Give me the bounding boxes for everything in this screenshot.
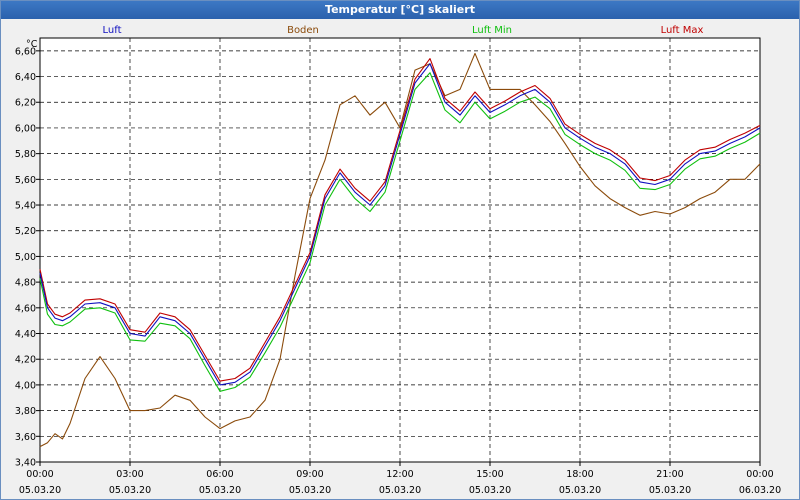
y-tick-label: 4,00 xyxy=(15,380,36,391)
y-tick-label: 3,60 xyxy=(15,432,36,443)
y-tick-label: 4,80 xyxy=(15,278,36,289)
x-tick-time-label: 00:00 xyxy=(746,469,773,480)
x-tick-date-label: 05.03.20 xyxy=(379,485,421,496)
x-tick-time-label: 18:00 xyxy=(566,469,593,480)
y-tick-label: 5,20 xyxy=(15,226,36,237)
y-tick-label: 4,40 xyxy=(15,329,36,340)
x-tick-date-label: 06.03.20 xyxy=(739,485,781,496)
y-tick-label: 5,00 xyxy=(15,252,36,263)
series-lines xyxy=(39,52,761,448)
legend-entry: Luft Max xyxy=(661,25,704,36)
y-tick-label: 5,40 xyxy=(15,201,36,212)
y-axis-unit: °C xyxy=(26,39,38,50)
legend: Luft Boden Luft Min Luft Max xyxy=(103,25,704,36)
series-line-luft-min xyxy=(39,72,761,392)
y-axis: 3,40 3,60 3,80 4,00 4,20 4,40 4,60 4,80 5,00 5,20… xyxy=(15,46,40,469)
x-tick-date-label: 05.03.20 xyxy=(109,485,151,496)
x-tick-date-label: 05.03.20 xyxy=(469,485,511,496)
x-tick-date-label: 05.03.20 xyxy=(19,485,61,496)
y-tick-label: 6,60 xyxy=(15,46,36,57)
x-tick-time-label: 06:00 xyxy=(206,469,233,480)
x-tick-time-label: 09:00 xyxy=(296,469,323,480)
x-axis: 00:00 05.03.20 03:00 05.03.20 06:00 05.03.20 0… xyxy=(19,462,781,496)
y-tick-label: 3,40 xyxy=(15,458,36,469)
x-tick-date-label: 05.03.20 xyxy=(649,485,691,496)
series-line-boden xyxy=(39,52,761,448)
x-tick-time-label: 15:00 xyxy=(476,469,503,480)
y-tick-label: 4,60 xyxy=(15,303,36,314)
window-title: Temperatur [°C] skaliert xyxy=(1,1,799,19)
legend-entry: Luft Min xyxy=(472,25,512,36)
y-tick-label: 6,40 xyxy=(15,72,36,83)
x-tick-time-label: 12:00 xyxy=(386,469,413,480)
y-tick-label: 6,20 xyxy=(15,98,36,109)
y-tick-label: 5,60 xyxy=(15,175,36,186)
x-tick-time-label: 21:00 xyxy=(656,469,683,480)
legend-entry: Boden xyxy=(287,25,319,36)
y-tick-label: 6,00 xyxy=(15,123,36,134)
x-tick-date-label: 05.03.20 xyxy=(559,485,601,496)
legend-entry: Luft xyxy=(103,25,122,36)
y-tick-label: 5,80 xyxy=(15,149,36,160)
x-tick-date-label: 05.03.20 xyxy=(289,485,331,496)
x-tick-time-label: 03:00 xyxy=(116,469,143,480)
series-line-luft-max xyxy=(39,58,761,382)
x-tick-time-label: 00:00 xyxy=(26,469,53,480)
series-line-luft xyxy=(39,63,761,386)
x-tick-date-label: 05.03.20 xyxy=(199,485,241,496)
y-tick-label: 3,80 xyxy=(15,406,36,417)
y-tick-label: 4,20 xyxy=(15,355,36,366)
